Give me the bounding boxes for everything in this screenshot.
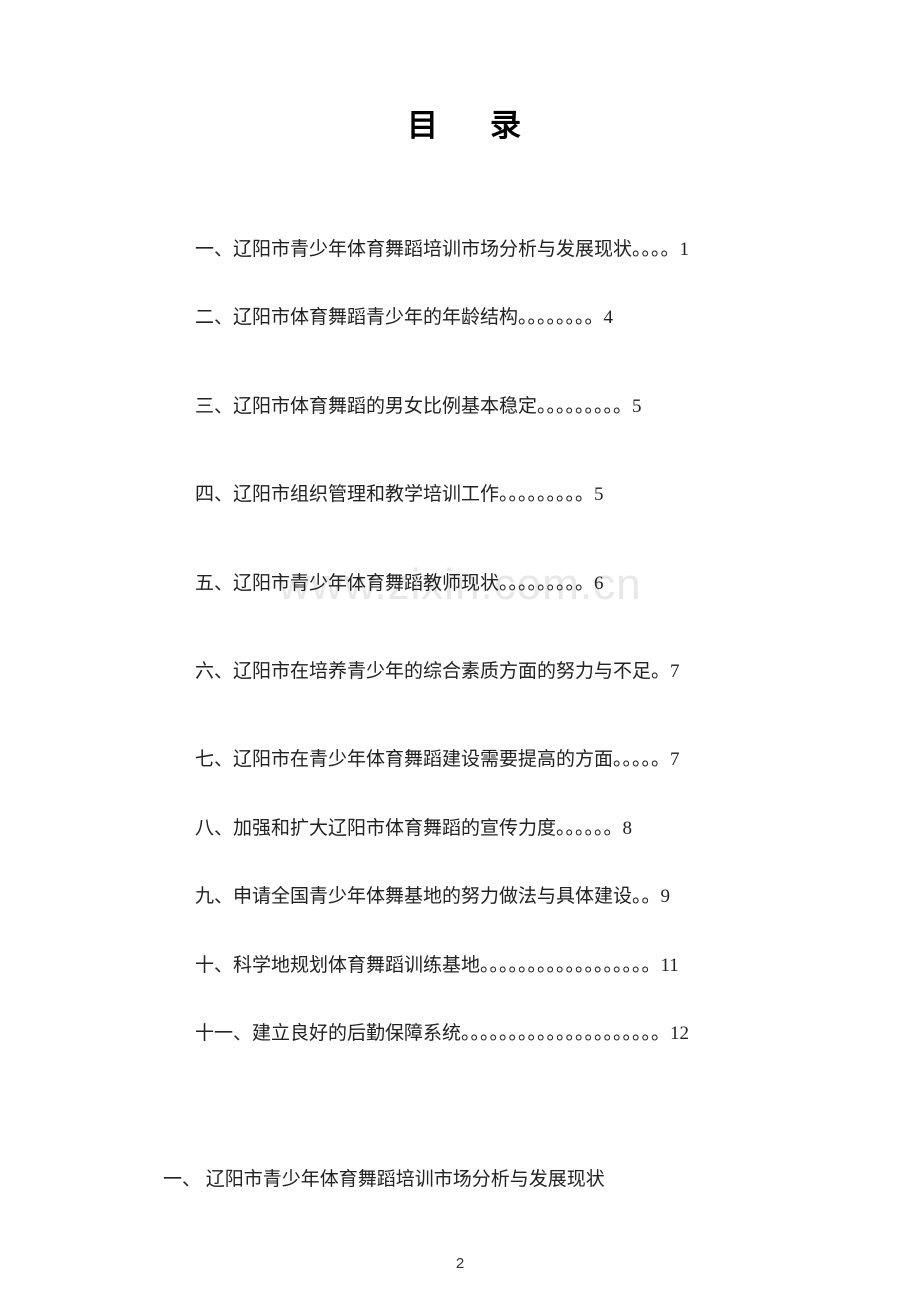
toc-item: 十、科学地规划体育舞蹈训练基地。。。。。。。。。。。。。。。。。。11 [195, 951, 765, 981]
content-wrapper: 目录 一、辽阳市青少年体育舞蹈培训市场分析与发展现状。。。。1 二、辽阳市体育舞… [155, 100, 765, 1191]
toc-item: 一、辽阳市青少年体育舞蹈培训市场分析与发展现状。。。。1 [195, 235, 765, 265]
toc-item: 十一、建立良好的后勤保障系统。。。。。。。。。。。。。。。。。。。。。12 [195, 1019, 765, 1049]
toc-item: 三、辽阳市体育舞蹈的男女比例基本稳定。。。。。。。。。5 [195, 392, 765, 422]
toc-item: 八、加强和扩大辽阳市体育舞蹈的宣传力度。。。。。。8 [195, 814, 765, 844]
section-heading: 一、 辽阳市青少年体育舞蹈培训市场分析与发展现状 [155, 1164, 765, 1191]
toc-item: 九、申请全国青少年体舞基地的努力做法与具体建设。。9 [195, 882, 765, 912]
page-number: 2 [456, 1255, 464, 1272]
toc-item: 五、辽阳市青少年体育舞蹈教师现状。。。。。。。。。6 [195, 569, 765, 599]
toc-item: 二、辽阳市体育舞蹈青少年的年龄结构。。。。。。。。4 [195, 303, 765, 333]
toc-item: 七、辽阳市在青少年体育舞蹈建设需要提高的方面。。。。。7 [195, 745, 765, 775]
toc-item: 六、辽阳市在培养青少年的综合素质方面的努力与不足。7 [195, 657, 765, 687]
table-of-contents: 一、辽阳市青少年体育舞蹈培训市场分析与发展现状。。。。1 二、辽阳市体育舞蹈青少… [155, 235, 765, 1049]
page-title: 目录 [155, 100, 765, 145]
document-page: www.zixin.com.cn 目录 一、辽阳市青少年体育舞蹈培训市场分析与发… [0, 0, 920, 1302]
toc-item: 四、辽阳市组织管理和教学培训工作。。。。。。。。。5 [195, 480, 765, 510]
